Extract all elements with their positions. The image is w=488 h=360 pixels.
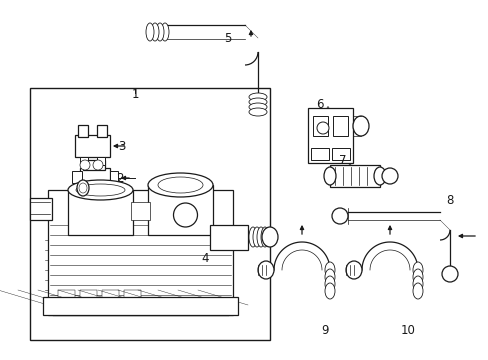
Text: 9: 9 xyxy=(321,324,328,337)
Bar xyxy=(97,157,105,165)
Bar xyxy=(209,225,247,250)
Bar xyxy=(312,116,327,136)
Text: 7: 7 xyxy=(339,153,346,166)
Ellipse shape xyxy=(412,276,422,292)
Ellipse shape xyxy=(352,116,368,136)
Ellipse shape xyxy=(148,173,213,197)
Bar xyxy=(58,290,75,300)
Bar xyxy=(124,290,141,300)
Ellipse shape xyxy=(79,183,87,193)
Bar xyxy=(30,88,269,340)
Ellipse shape xyxy=(257,227,264,247)
Ellipse shape xyxy=(252,227,261,247)
Ellipse shape xyxy=(381,168,397,184)
Ellipse shape xyxy=(324,167,335,185)
Text: 6: 6 xyxy=(316,99,323,112)
Ellipse shape xyxy=(412,269,422,285)
Text: 5: 5 xyxy=(224,31,231,45)
Ellipse shape xyxy=(325,283,334,299)
Bar xyxy=(310,148,328,160)
Ellipse shape xyxy=(325,262,334,278)
Ellipse shape xyxy=(248,93,266,101)
Ellipse shape xyxy=(93,160,103,170)
Bar xyxy=(331,148,349,160)
Bar xyxy=(75,135,110,157)
Ellipse shape xyxy=(80,160,90,170)
Text: 3: 3 xyxy=(118,140,125,153)
Ellipse shape xyxy=(161,23,169,41)
Ellipse shape xyxy=(346,261,361,279)
Ellipse shape xyxy=(151,23,159,41)
Ellipse shape xyxy=(331,208,347,224)
Bar xyxy=(43,297,238,315)
Text: 1: 1 xyxy=(131,89,139,102)
Ellipse shape xyxy=(441,266,457,282)
Ellipse shape xyxy=(325,276,334,292)
Ellipse shape xyxy=(248,98,266,106)
Bar xyxy=(332,116,347,136)
Bar xyxy=(97,125,107,137)
Bar xyxy=(68,190,133,235)
Text: 2: 2 xyxy=(116,171,123,184)
Ellipse shape xyxy=(373,167,385,185)
Bar xyxy=(131,202,150,220)
Ellipse shape xyxy=(412,262,422,278)
Bar xyxy=(102,290,119,300)
Bar xyxy=(110,171,118,183)
Bar xyxy=(80,168,110,188)
Text: 8: 8 xyxy=(446,194,453,207)
Ellipse shape xyxy=(248,108,266,116)
Ellipse shape xyxy=(173,203,197,227)
Text: 10: 10 xyxy=(400,324,415,337)
Bar xyxy=(78,125,88,137)
Ellipse shape xyxy=(261,227,268,247)
Bar xyxy=(148,185,213,235)
Ellipse shape xyxy=(248,227,257,247)
Bar xyxy=(48,190,232,315)
Bar xyxy=(80,290,97,300)
Bar xyxy=(72,171,82,183)
Bar xyxy=(307,108,352,163)
Ellipse shape xyxy=(258,261,273,279)
Bar xyxy=(30,198,52,220)
Ellipse shape xyxy=(146,23,154,41)
Ellipse shape xyxy=(156,23,163,41)
Ellipse shape xyxy=(316,122,328,134)
Bar xyxy=(329,165,379,187)
Ellipse shape xyxy=(262,227,278,247)
Ellipse shape xyxy=(158,177,203,193)
Ellipse shape xyxy=(412,283,422,299)
Ellipse shape xyxy=(248,103,266,111)
Ellipse shape xyxy=(76,184,125,196)
Ellipse shape xyxy=(325,269,334,285)
Text: 4: 4 xyxy=(201,252,208,265)
Bar xyxy=(80,157,88,165)
Ellipse shape xyxy=(77,180,89,196)
Ellipse shape xyxy=(68,180,133,200)
Bar xyxy=(83,160,105,170)
